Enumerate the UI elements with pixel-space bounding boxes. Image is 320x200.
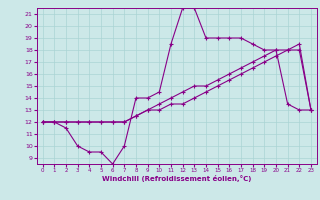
- X-axis label: Windchill (Refroidissement éolien,°C): Windchill (Refroidissement éolien,°C): [102, 175, 252, 182]
